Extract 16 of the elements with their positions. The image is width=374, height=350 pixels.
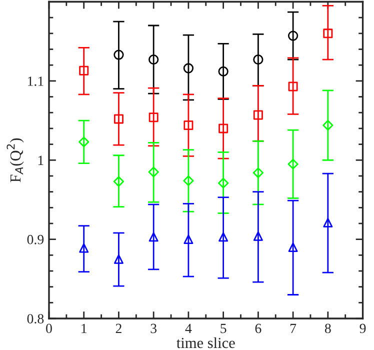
x-tick-label: 5	[220, 324, 226, 334]
x-tick-label: 9	[360, 324, 366, 334]
x-tick-label: 7	[290, 324, 296, 333]
y-tick-label: 0.8	[27, 314, 44, 324]
x-tick-label: 6	[255, 324, 262, 334]
x-tick-label: 0	[46, 324, 52, 334]
y-tick-label: 1.1	[28, 76, 44, 86]
y-tick-label: 0.9	[27, 234, 44, 244]
x-axis-title: time slice	[176, 337, 235, 348]
x-tick-label: 8	[324, 324, 331, 334]
y-tick-label: 1	[38, 156, 44, 165]
x-tick-label: 4	[185, 324, 192, 333]
x-tick-label: 2	[116, 324, 122, 333]
x-tick-label: 3	[150, 324, 157, 334]
x-tick-label: 1	[82, 324, 86, 333]
y-axis-title: F$_{A}$(Q$^{2}$)	[6, 138, 24, 182]
